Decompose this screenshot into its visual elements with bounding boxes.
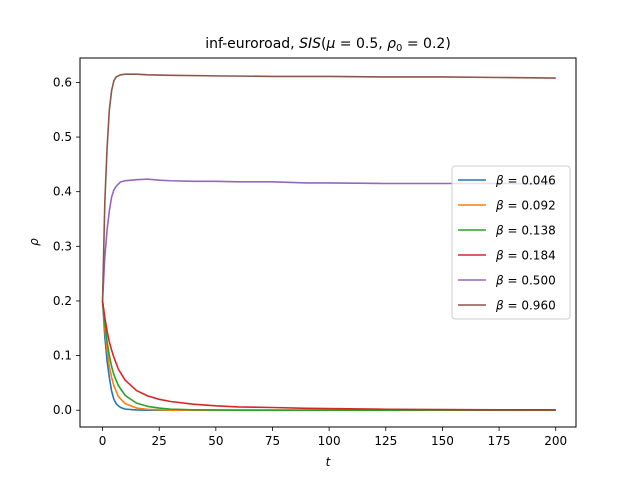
x-tick-label: 200 bbox=[544, 434, 567, 448]
y-axis-label: ρ bbox=[27, 238, 41, 246]
axes-frame bbox=[79, 57, 577, 428]
series-line-2 bbox=[101, 300, 556, 412]
x-tick-label: 125 bbox=[374, 434, 397, 448]
series-line-5 bbox=[101, 73, 556, 301]
y-tick-label: 0.6 bbox=[53, 75, 72, 89]
series-line-3 bbox=[101, 300, 556, 411]
x-axis-ticks: 0 25 50 75 100 125 150 175 200 bbox=[99, 427, 567, 448]
legend-label: β = 0.138 bbox=[495, 224, 556, 238]
legend-label: β = 0.092 bbox=[495, 199, 556, 213]
legend-label: β = 0.500 bbox=[495, 274, 556, 288]
y-tick-label: 0.0 bbox=[53, 403, 72, 417]
legend-label: β = 0.046 bbox=[495, 174, 556, 188]
legend: β = 0.046 β = 0.092 β = 0.138 β = 0.184 β = … bbox=[451, 165, 571, 320]
y-axis-ticks: 0.0 0.1 0.2 0.3 0.4 0.5 0.6 bbox=[53, 75, 80, 417]
series-line-1 bbox=[101, 300, 556, 412]
y-tick-label: 0.5 bbox=[53, 130, 72, 144]
y-tick-label: 0.1 bbox=[53, 349, 72, 363]
series-line-4 bbox=[101, 178, 556, 302]
x-tick-label: 25 bbox=[152, 434, 167, 448]
y-tick-label: 0.2 bbox=[53, 294, 72, 308]
x-tick-label: 100 bbox=[318, 434, 341, 448]
plot-area bbox=[79, 57, 577, 428]
legend-box bbox=[451, 165, 571, 320]
x-tick-label: 75 bbox=[265, 434, 280, 448]
series-line-0 bbox=[101, 300, 556, 412]
x-tick-label: 50 bbox=[208, 434, 223, 448]
y-tick-label: 0.4 bbox=[53, 185, 72, 199]
x-tick-label: 175 bbox=[488, 434, 511, 448]
x-axis-label: t bbox=[326, 455, 332, 469]
series-lines bbox=[101, 73, 556, 412]
legend-label: β = 0.184 bbox=[495, 249, 556, 263]
legend-label: β = 0.960 bbox=[495, 299, 556, 313]
x-tick-label: 150 bbox=[431, 434, 454, 448]
x-tick-label: 0 bbox=[99, 434, 107, 448]
y-tick-label: 0.3 bbox=[53, 239, 72, 253]
chart-title: inf-euroroad, SIS(μ = 0.5, ρ0 = 0.2) bbox=[205, 36, 451, 54]
